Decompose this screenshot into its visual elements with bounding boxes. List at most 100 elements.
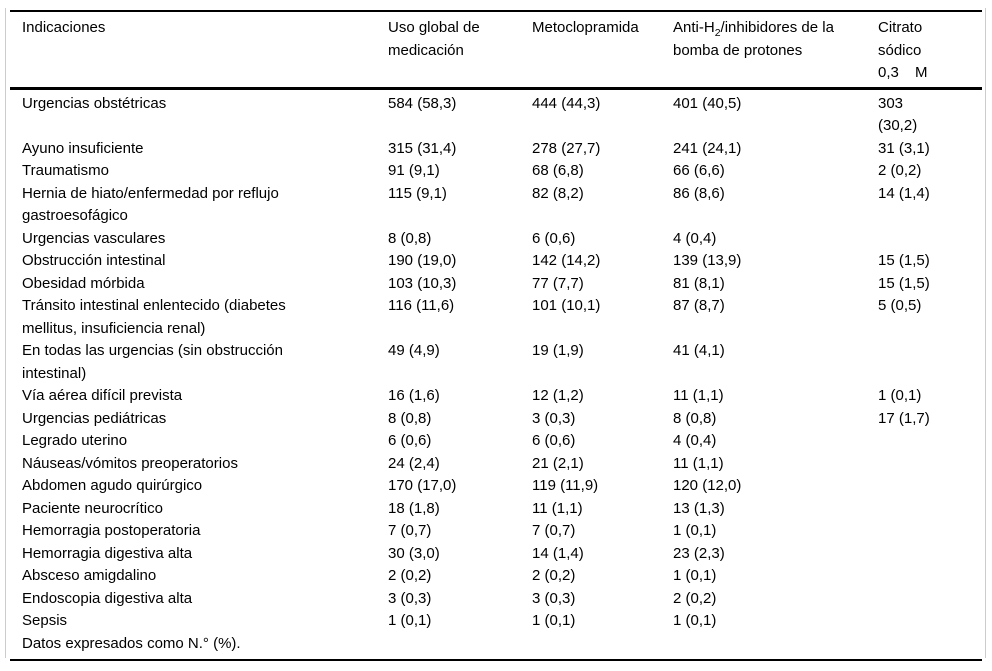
table-row: Obesidad mórbida 103 (10,3) 77 (7,7) 81 (8,…: [10, 273, 982, 296]
cell-anti-h2: 120 (12,0): [673, 477, 742, 494]
cell-citrato: 15 (1,5): [878, 252, 930, 269]
table-row: Urgencias vasculares 8 (0,8) 6 (0,6) 4 (0,4…: [10, 228, 982, 251]
cell-citrato: [878, 453, 982, 476]
cell-indication: Hemorragia digestiva alta: [22, 544, 193, 562]
cell-uso-global: 315 (31,4): [388, 139, 457, 157]
cell-indication: Tránsito intestinal enlentecido (diabete…: [22, 297, 286, 337]
cell-indication: Urgencias vasculares: [22, 229, 166, 247]
header-row: Indicaciones Uso global de medicación Me…: [10, 11, 982, 90]
cell-indication: Vía aérea difícil prevista: [22, 387, 183, 404]
cell-citrato: [878, 588, 982, 611]
cell-citrato: [878, 520, 982, 543]
cell-uso-global: 8 (0,8): [388, 229, 432, 247]
cell-anti-h2: 87 (8,7): [673, 297, 725, 314]
cell-indication: Sepsis: [22, 612, 68, 629]
table-row: Paciente neurocrítico 18 (1,8) 11 (1,1) 13 …: [10, 498, 982, 521]
cell-metoclopramida: 101 (10,1): [532, 297, 601, 314]
table-row: Obstrucción intestinal 190 (19,0) 142 (14,…: [10, 250, 982, 273]
table-body: Urgencias obstétricas 584 (58,3) 444 (44,3…: [10, 88, 982, 633]
cell-citrato: 5 (0,5): [878, 297, 922, 314]
footnote-row: Datos expresados como N.° (%).: [10, 633, 982, 661]
table-row: En todas las urgencias (sin obstrucción …: [10, 340, 982, 385]
cell-citrato: [878, 430, 982, 453]
cell-metoclopramida: 3 (0,3): [532, 409, 576, 427]
cell-uso-global: 103 (10,3): [388, 274, 457, 292]
cell-anti-h2: 401 (40,5): [673, 94, 742, 112]
table-row: Tránsito intestinal enlentecido (diabete…: [10, 295, 982, 340]
cell-uso-global: 115 (9,1): [388, 184, 447, 202]
cell-uso-global: 3 (0,3): [388, 589, 432, 607]
header-uso-global: Uso global de medicación: [388, 11, 532, 90]
cell-indication: Obstrucción intestinal: [22, 252, 166, 269]
cell-uso-global: 116 (11,6): [388, 297, 455, 314]
cell-metoclopramida: 82 (8,2): [532, 184, 584, 202]
table-row: Urgencias pediátricas 8 (0,8) 3 (0,3) 8 (0,…: [10, 408, 982, 431]
cell-uso-global: 2 (0,2): [388, 567, 432, 584]
table-row: Legrado uterino 6 (0,6) 6 (0,6) 4 (0,4): [10, 430, 982, 453]
cell-citrato: 2 (0,2): [878, 162, 922, 179]
cell-metoclopramida: 119 (11,9): [532, 477, 599, 494]
cell-metoclopramida: 444 (44,3): [532, 94, 601, 112]
cell-anti-h2: 13 (1,3): [673, 499, 725, 517]
cell-indication: Abdomen agudo quirúrgico: [22, 477, 203, 494]
cell-metoclopramida: 77 (7,7): [532, 274, 584, 292]
cell-metoclopramida: 278 (27,7): [532, 139, 601, 157]
table-row: Hernia de hiato/enfermedad por reflujo g…: [10, 183, 982, 228]
cell-indication: Endoscopia digestiva alta: [22, 589, 193, 607]
cell-anti-h2: 11 (1,1): [673, 454, 724, 472]
cell-indication: Urgencias pediátricas: [22, 409, 167, 427]
cell-anti-h2: 241 (24,1): [673, 139, 742, 157]
cell-uso-global: 190 (19,0): [388, 252, 457, 269]
header-indicaciones: Indicaciones: [10, 11, 388, 90]
cell-uso-global: 8 (0,8): [388, 409, 432, 427]
anti-h2-subscript: 2: [714, 27, 721, 39]
header-uso-global-label: Uso global de medicación: [388, 19, 480, 59]
table-frame-left-line: [5, 8, 6, 658]
cell-citrato: [878, 498, 982, 521]
cell-anti-h2: 8 (0,8): [673, 409, 717, 427]
cell-indication: Ayuno insuficiente: [22, 139, 144, 157]
cell-uso-global: 24 (2,4): [388, 454, 440, 472]
cell-indication: Absceso amigdalino: [22, 567, 157, 584]
cell-citrato: [878, 543, 982, 566]
cell-anti-h2: 139 (13,9): [673, 252, 742, 269]
header-anti-h2: Anti-H2/inhibidores de la bomba de proto…: [673, 11, 878, 90]
cell-indication: Obesidad mórbida: [22, 274, 145, 292]
cell-citrato: [878, 610, 982, 633]
cell-citrato: [878, 565, 982, 588]
table-footnote: Datos expresados como N.° (%).: [22, 634, 241, 652]
cell-anti-h2: 66 (6,6): [673, 162, 725, 179]
table-row: Sepsis 1 (0,1) 1 (0,1) 1 (0,1): [10, 610, 982, 633]
cell-uso-global: 1 (0,1): [388, 612, 432, 629]
table-row: Urgencias obstétricas 584 (58,3) 444 (44,3…: [10, 88, 982, 138]
cell-indication: Hemorragia postoperatoria: [22, 522, 201, 539]
cell-anti-h2: 1 (0,1): [673, 522, 717, 539]
table-row: Hemorragia postoperatoria 7 (0,7) 7 (0,7) 1…: [10, 520, 982, 543]
cell-metoclopramida: 2 (0,2): [532, 567, 576, 584]
header-citrato-label: Citrato sódico 0,3 M: [878, 19, 928, 81]
cell-citrato: 14 (1,4): [878, 184, 930, 202]
header-citrato: Citrato sódico 0,3 M: [878, 11, 982, 90]
cell-uso-global: 170 (17,0): [388, 477, 457, 494]
cell-uso-global: 49 (4,9): [388, 342, 440, 359]
cell-metoclopramida: 21 (2,1): [532, 454, 584, 472]
cell-uso-global: 18 (1,8): [388, 499, 440, 517]
cell-metoclopramida: 142 (14,2): [532, 252, 601, 269]
table-row: Vía aérea difícil prevista 16 (1,6) 12 (1,…: [10, 385, 982, 408]
cell-citrato: 15 (1,5): [878, 274, 930, 292]
cell-anti-h2: 41 (4,1): [673, 342, 725, 359]
cell-metoclopramida: 1 (0,1): [532, 612, 576, 629]
cell-uso-global: 6 (0,6): [388, 432, 432, 449]
header-metoclopramida: Metoclopramida: [532, 11, 673, 90]
table-frame-right-line: [985, 8, 986, 658]
cell-anti-h2: 81 (8,1): [673, 274, 725, 292]
indications-medication-table: Indicaciones Uso global de medicación Me…: [10, 10, 982, 661]
cell-indication: En todas las urgencias (sin obstrucción …: [22, 342, 283, 382]
cell-citrato: 31 (3,1): [878, 139, 930, 157]
cell-uso-global: 7 (0,7): [388, 522, 432, 539]
cell-anti-h2: 23 (2,3): [673, 544, 725, 562]
cell-indication: Paciente neurocrítico: [22, 499, 163, 517]
table-row: Ayuno insuficiente 315 (31,4) 278 (27,7) 24…: [10, 138, 982, 161]
cell-citrato: 303 (30,2): [878, 94, 918, 135]
